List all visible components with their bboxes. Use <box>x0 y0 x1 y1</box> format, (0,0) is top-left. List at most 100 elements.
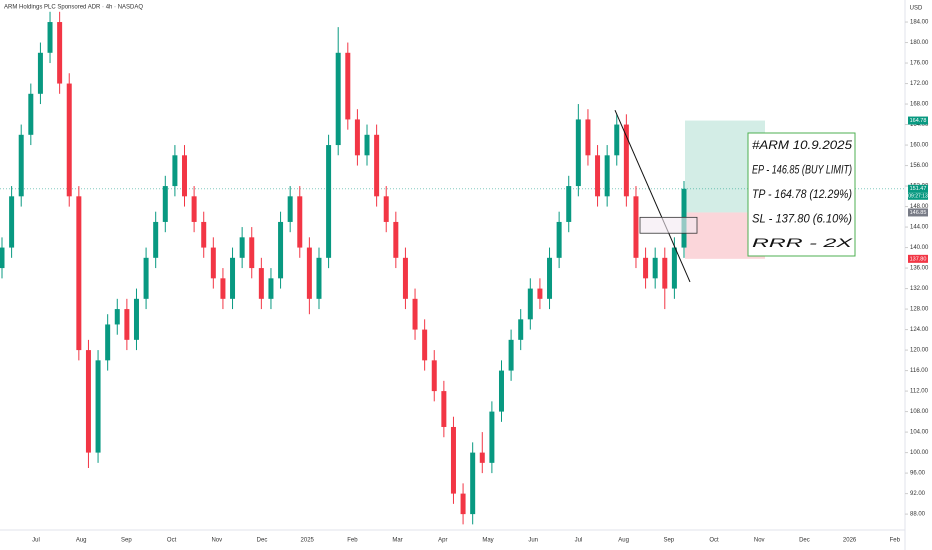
candle-body <box>402 257 408 299</box>
x-tick-label: Dec <box>257 538 268 544</box>
x-tick-label: 2026 <box>843 538 857 544</box>
candle-body <box>566 186 572 222</box>
candle-body <box>547 257 553 299</box>
annotation-text: #ARM 10.9.2025 <box>752 140 853 152</box>
candle-body <box>297 196 303 248</box>
entry-tag-label: 146.85 <box>910 210 927 216</box>
annotation-text: RRR - 2X <box>752 238 855 250</box>
candle-body <box>662 257 668 289</box>
y-tick-label: 140.00 <box>910 245 929 251</box>
candle-body <box>153 221 159 258</box>
y-tick-label: 88.00 <box>910 512 926 518</box>
y-tick-label: 136.00 <box>910 266 929 272</box>
currency: USD <box>910 6 923 12</box>
y-tick-label: 128.00 <box>910 307 929 313</box>
x-tick-label: Jul <box>32 538 40 544</box>
candle-body <box>220 278 226 299</box>
candle-body <box>239 237 245 258</box>
tp-tag <box>908 116 928 125</box>
sl-tag <box>908 254 928 263</box>
range-box <box>639 216 698 234</box>
candle-body <box>230 257 236 299</box>
candle-body <box>258 268 264 299</box>
candle-body <box>268 278 274 299</box>
candle-body <box>133 298 139 340</box>
candle-body <box>652 257 658 279</box>
candle-body <box>345 52 351 120</box>
candle-body <box>57 22 63 84</box>
candle-body <box>470 452 476 515</box>
candle-body <box>643 257 649 279</box>
candle-body <box>527 288 533 320</box>
candle-body <box>306 247 312 299</box>
y-tick-label: 164.00 <box>910 122 929 128</box>
annotation-text: SL - 137.80 (6.10%) <box>752 214 852 226</box>
y-tick-label: 116.00 <box>910 368 929 374</box>
x-tick-label: Dec <box>799 538 810 544</box>
candle-body <box>9 196 15 248</box>
candle-body <box>354 119 360 156</box>
y-tick-label: 180.00 <box>910 40 929 46</box>
x-tick-label: Jul <box>575 538 583 544</box>
candle-body <box>335 52 341 146</box>
candle-body <box>585 119 591 156</box>
candle-body <box>162 186 168 222</box>
candle-body <box>518 319 524 340</box>
candle-body <box>633 196 639 258</box>
x-tick-label: Feb <box>890 538 901 544</box>
x-tick-label: Nov <box>211 538 222 544</box>
candle-body <box>76 196 82 351</box>
price-tag-label: 151.47 <box>910 186 927 192</box>
trendline <box>614 110 691 283</box>
candle-body <box>412 298 418 330</box>
price-tag <box>908 184 928 193</box>
x-tick-label: Aug <box>618 538 629 544</box>
candle-body <box>508 339 514 371</box>
candle-body <box>393 221 399 258</box>
entry-tag <box>908 208 928 217</box>
tp-tag-label: 164.78 <box>910 118 927 124</box>
y-tick-label: 160.00 <box>910 143 929 149</box>
annotation-text: TP - 164.78 (12.29%) <box>752 189 852 201</box>
y-tick-label: 176.00 <box>910 61 929 67</box>
y-tick-label: 120.00 <box>910 348 929 354</box>
y-tick-label: 104.00 <box>910 430 929 436</box>
candle-body <box>623 124 629 197</box>
x-tick-label: Oct <box>709 538 719 544</box>
candle-body <box>460 493 466 515</box>
candle-body <box>105 324 111 361</box>
x-tick-label: Nov <box>754 538 765 544</box>
candle-body <box>316 257 322 299</box>
candle-body <box>18 134 24 197</box>
candle-body <box>374 134 380 197</box>
x-tick-label: 2025 <box>301 538 315 544</box>
candle-body <box>66 83 72 197</box>
annotation-box <box>747 132 856 257</box>
candle-body <box>114 309 120 325</box>
candle-body <box>364 134 370 156</box>
candle-body <box>671 247 677 289</box>
candle-body <box>450 426 456 494</box>
countdown: 09:27:13 <box>908 194 928 200</box>
y-tick-label: 172.00 <box>910 81 929 87</box>
candle-body <box>422 329 428 361</box>
y-tick-label: 132.00 <box>910 286 929 292</box>
candle-body <box>604 155 610 197</box>
x-tick-label: May <box>482 538 493 544</box>
x-tick-label: Sep <box>121 538 132 544</box>
x-tick-label: Sep <box>663 538 674 544</box>
x-tick-label: Feb <box>347 538 358 544</box>
y-tick-label: 112.00 <box>910 389 929 395</box>
candle-body <box>210 247 216 279</box>
x-tick-label: Jun <box>528 538 538 544</box>
candle-body <box>287 196 293 222</box>
candle-body <box>441 391 447 427</box>
annotation-text: EP - 146.85 (BUY LIMIT) <box>752 165 852 177</box>
candle-body <box>614 124 620 156</box>
y-tick-label: 100.00 <box>910 450 929 456</box>
y-tick-label: 124.00 <box>910 327 929 333</box>
candle-body <box>537 288 543 299</box>
candle-body <box>95 360 101 453</box>
